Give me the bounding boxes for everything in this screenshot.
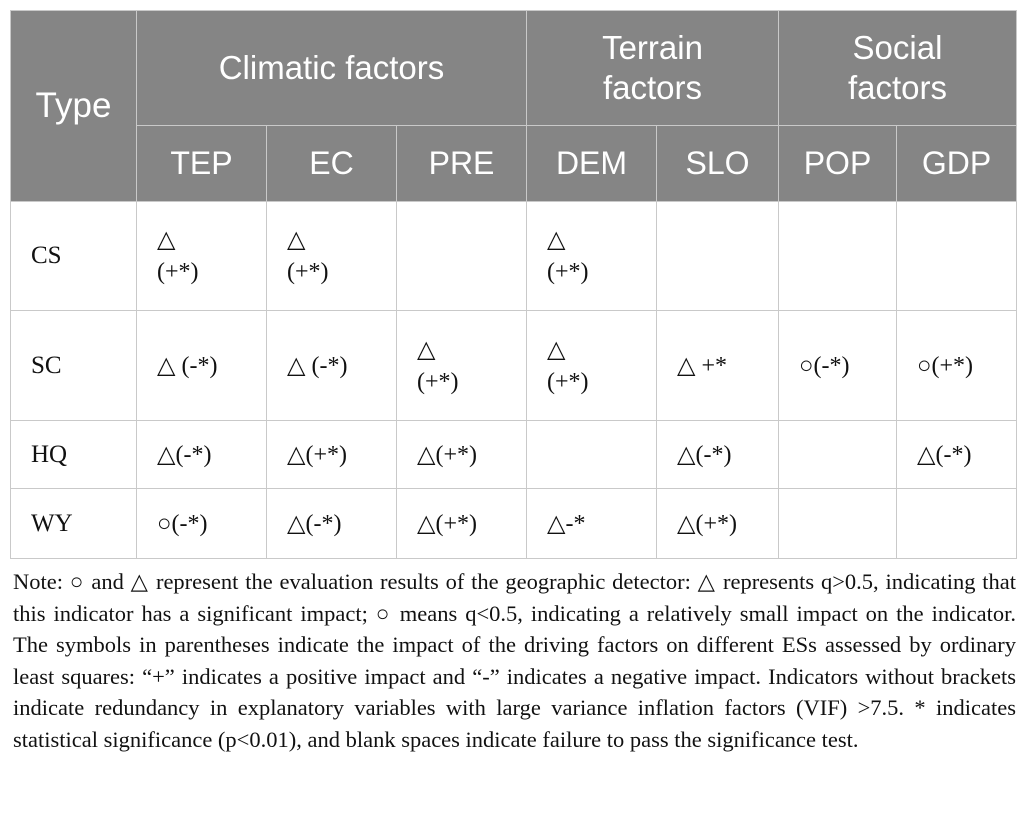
group-terrain-factors-label: Terrain factors [602,29,703,106]
row-label-sc: SC [10,310,137,421]
col-header-pop: POP [778,125,897,202]
cell-wy-slo: △(+*) [656,488,779,559]
row-label-cs: CS [10,201,137,311]
cell-sc-tep: △ (-*) [136,310,267,421]
cell-wy-dem: △-* [526,488,657,559]
group-climatic-factors: Climatic factors [136,10,527,126]
cell-cs-ec: △ (+*) [266,201,397,311]
cell-cs-dem: △ (+*) [526,201,657,311]
row-label-wy: WY [10,488,137,559]
table-row-hq: HQ △(-*) △(+*) △(+*) △(-*) △(-*) [10,420,1017,489]
table-row-wy: WY ○(-*) △(-*) △(+*) △-* △(+*) [10,488,1017,559]
cell-hq-gdp: △(-*) [896,420,1017,489]
cell-sc-gdp: ○(+*) [896,310,1017,421]
table-row-cs: CS △ (+*) △ (+*) △ (+*) [10,201,1017,311]
cell-sc-ec: △ (-*) [266,310,397,421]
cell-wy-ec: △(-*) [266,488,397,559]
cell-cs-tep: △ (+*) [136,201,267,311]
cell-wy-tep: ○(-*) [136,488,267,559]
col-header-gdp: GDP [896,125,1017,202]
col-header-slo: SLO [656,125,779,202]
cell-hq-ec: △(+*) [266,420,397,489]
cell-hq-tep: △(-*) [136,420,267,489]
table-row-sc: SC △ (-*) △ (-*) △ (+*) △ (+*) △ +* ○(-*… [10,310,1017,421]
row-label-hq: HQ [10,420,137,489]
es-drivers-table: Type Climatic factors Terrain factors So… [10,10,1017,559]
cell-sc-dem: △ (+*) [526,310,657,421]
col-header-dem: DEM [526,125,657,202]
cell-wy-gdp [896,488,1017,559]
col-header-pre: PRE [396,125,527,202]
cell-sc-slo: △ +* [656,310,779,421]
cell-sc-pre: △ (+*) [396,310,527,421]
col-header-ec: EC [266,125,397,202]
group-terrain-factors: Terrain factors [526,10,779,126]
col-header-tep: TEP [136,125,267,202]
type-header: Type [10,10,137,202]
table-note: Note: ○ and △ represent the evaluation r… [13,569,1016,752]
cell-cs-slo [656,201,779,311]
cell-cs-gdp [896,201,1017,311]
cell-wy-pop [778,488,897,559]
group-social-factors-label: Social factors [847,29,948,106]
cell-cs-pre [396,201,527,311]
cell-wy-pre: △(+*) [396,488,527,559]
cell-hq-pop [778,420,897,489]
cell-hq-dem [526,420,657,489]
cell-cs-pop [778,201,897,311]
cell-hq-pre: △(+*) [396,420,527,489]
group-social-factors: Social factors [778,10,1017,126]
cell-sc-pop: ○(-*) [778,310,897,421]
cell-hq-slo: △(-*) [656,420,779,489]
